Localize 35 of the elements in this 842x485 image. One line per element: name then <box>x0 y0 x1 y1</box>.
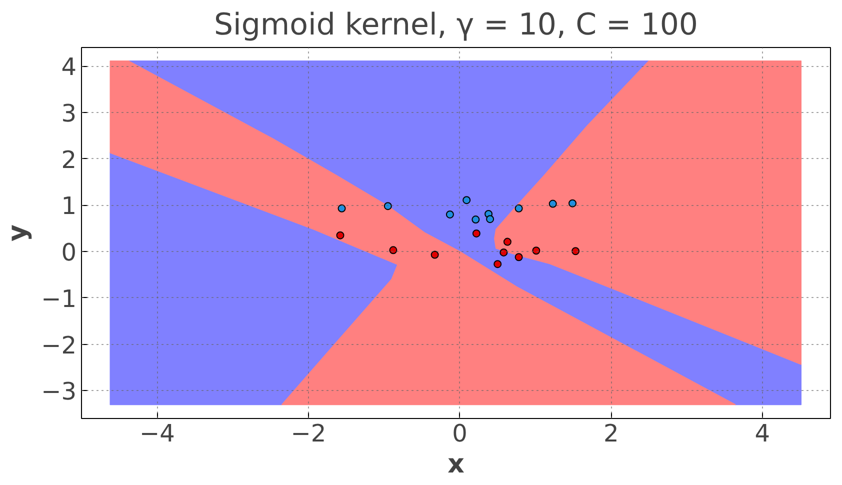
point <box>462 196 471 204</box>
point <box>430 250 439 259</box>
y-tick-label: 4 <box>61 53 77 82</box>
x-tick-label: 0 <box>452 420 468 448</box>
point <box>494 260 502 268</box>
point <box>389 246 398 254</box>
x-tick-label: 2 <box>603 420 619 448</box>
y-tick-label: −1 <box>41 284 77 313</box>
point <box>514 204 523 212</box>
y-axis-title: y <box>3 224 34 242</box>
x-axis-title: x <box>448 450 465 480</box>
point <box>336 231 344 240</box>
y-tick-label: 3 <box>61 99 77 128</box>
point <box>514 253 523 262</box>
x-tick-label: −4 <box>139 420 175 448</box>
point <box>338 204 346 212</box>
x-tick-label: −2 <box>290 420 326 448</box>
point <box>500 248 508 256</box>
y-tick-label: 0 <box>61 238 77 267</box>
y-tick-label: −2 <box>41 331 77 360</box>
point <box>472 216 480 224</box>
point <box>548 200 557 208</box>
y-tick-label: 1 <box>61 192 77 220</box>
point <box>472 229 480 238</box>
point <box>532 246 540 255</box>
x-tick-label: 4 <box>754 420 770 448</box>
point <box>568 199 577 208</box>
point <box>503 238 512 246</box>
point <box>572 247 580 256</box>
y-tick-label: 2 <box>61 146 77 174</box>
y-tick-label: −3 <box>41 378 77 406</box>
point <box>384 202 392 210</box>
point <box>486 215 494 224</box>
point <box>446 210 454 218</box>
chart-title: Sigmoid kernel, γ = 10, C = 100 <box>214 8 698 42</box>
